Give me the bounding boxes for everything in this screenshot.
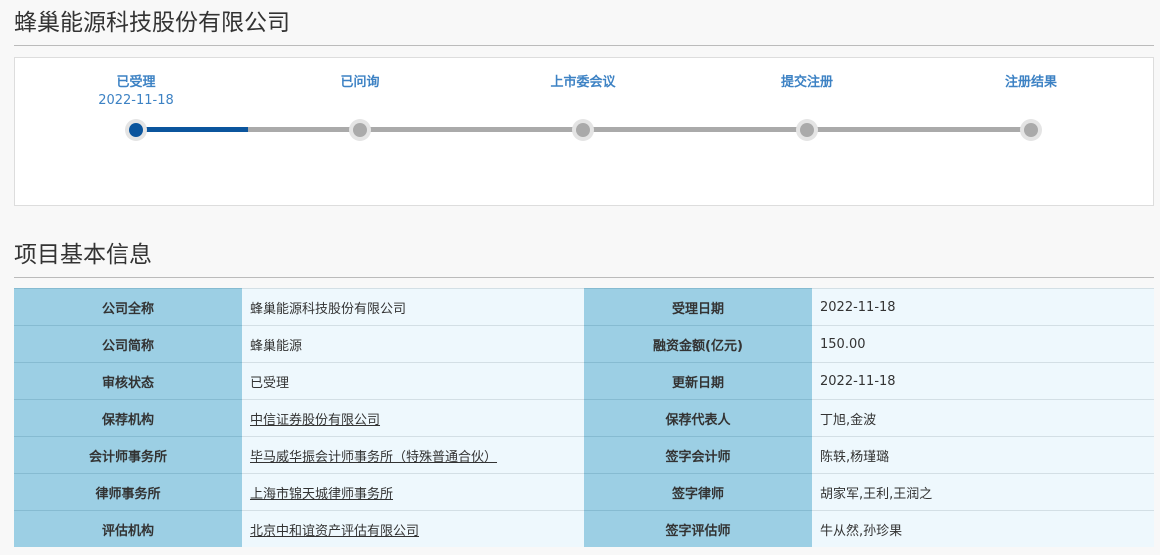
field-label: 公司全称	[14, 288, 242, 326]
field-value: 上海市锦天城律师事务所	[242, 473, 584, 511]
field-value: 中信证券股份有限公司	[242, 399, 584, 437]
field-label: 律师事务所	[14, 473, 242, 511]
value-text: 蜂巢能源	[250, 338, 303, 354]
field-label: 会计师事务所	[14, 436, 242, 474]
field-value: 胡家军,王利,王润之	[812, 473, 1154, 511]
progress-step: 提交注册	[707, 74, 907, 92]
table-row: 公司全称 蜂巢能源科技股份有限公司 受理日期 2022-11-18	[14, 288, 1154, 326]
progress-panel: 已受理 2022-11-18 已问询 上市委会议 提交注册 注册结果	[14, 57, 1154, 206]
value-text: 已受理	[250, 375, 290, 391]
org-link[interactable]: 北京中和谊资产评估有限公司	[250, 523, 420, 539]
progress-fill	[136, 127, 248, 132]
step-label: 注册结果	[1004, 75, 1057, 90]
table-row: 律师事务所 上海市锦天城律师事务所 签字律师 胡家军,王利,王润之	[14, 473, 1154, 511]
step-node	[572, 119, 594, 141]
field-value: 已受理	[242, 362, 584, 400]
step-date: 2022-11-18	[98, 93, 174, 108]
company-title: 蜂巢能源科技股份有限公司	[14, 6, 1154, 46]
step-dot	[353, 123, 367, 137]
field-label: 融资金额(亿元)	[584, 325, 812, 363]
field-label: 签字评估师	[584, 510, 812, 547]
step-node	[125, 119, 147, 141]
field-value: 蜂巢能源	[242, 325, 584, 363]
progress-step: 注册结果	[931, 74, 1131, 92]
field-label: 审核状态	[14, 362, 242, 400]
step-label: 提交注册	[780, 75, 833, 90]
step-dot	[129, 123, 143, 137]
table-row: 审核状态 已受理 更新日期 2022-11-18	[14, 362, 1154, 400]
org-link[interactable]: 上海市锦天城律师事务所	[250, 486, 394, 502]
table-row: 保荐机构 中信证券股份有限公司 保荐代表人 丁旭,金波	[14, 399, 1154, 437]
step-dot	[1024, 123, 1038, 137]
field-value: 北京中和谊资产评估有限公司	[242, 510, 584, 547]
step-dot	[800, 123, 814, 137]
section-title: 项目基本信息	[14, 238, 1154, 278]
value-text: 蜂巢能源科技股份有限公司	[250, 301, 407, 317]
field-label: 评估机构	[14, 510, 242, 547]
field-value: 陈轶,杨瑾璐	[812, 436, 1154, 474]
field-value: 毕马威华振会计师事务所（特殊普通合伙）	[242, 436, 584, 474]
field-label: 受理日期	[584, 288, 812, 326]
progress-step: 上市委会议	[483, 74, 683, 92]
field-label: 更新日期	[584, 362, 812, 400]
step-node	[796, 119, 818, 141]
info-table: 公司全称 蜂巢能源科技股份有限公司 受理日期 2022-11-18 公司简称 蜂巢能源 融资…	[14, 288, 1154, 547]
step-label: 已问询	[340, 75, 380, 90]
field-label: 签字会计师	[584, 436, 812, 474]
progress-step: 已问询	[260, 74, 460, 92]
org-link[interactable]: 中信证券股份有限公司	[250, 412, 381, 428]
table-row: 会计师事务所 毕马威华振会计师事务所（特殊普通合伙） 签字会计师 陈轶,杨瑾璐	[14, 436, 1154, 474]
step-node	[349, 119, 371, 141]
field-label: 签字律师	[584, 473, 812, 511]
step-label: 上市委会议	[550, 75, 616, 90]
progress-step: 已受理 2022-11-18	[36, 74, 236, 110]
step-dot	[576, 123, 590, 137]
field-value: 丁旭,金波	[812, 399, 1154, 437]
table-row: 评估机构 北京中和谊资产评估有限公司 签字评估师 牛从然,孙珍果	[14, 510, 1154, 547]
field-label: 保荐机构	[14, 399, 242, 437]
field-value: 2022-11-18	[812, 288, 1154, 326]
org-link[interactable]: 毕马威华振会计师事务所（特殊普通合伙）	[250, 449, 498, 465]
field-value: 牛从然,孙珍果	[812, 510, 1154, 547]
field-label: 保荐代表人	[584, 399, 812, 437]
field-label: 公司简称	[14, 325, 242, 363]
step-label: 已受理	[116, 75, 156, 90]
field-value: 蜂巢能源科技股份有限公司	[242, 288, 584, 326]
field-value: 2022-11-18	[812, 362, 1154, 400]
field-value: 150.00	[812, 325, 1154, 363]
step-node	[1020, 119, 1042, 141]
table-row: 公司简称 蜂巢能源 融资金额(亿元) 150.00	[14, 325, 1154, 363]
